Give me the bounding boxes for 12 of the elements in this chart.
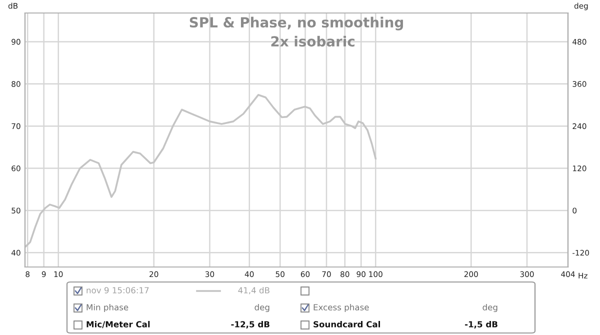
text: -12,5 dB (231, 320, 270, 328)
chart-title: SPL & Phase, no smoothing (190, 16, 403, 30)
text: Soundcard Cal (314, 320, 380, 328)
text: Mic/Meter Cal (86, 320, 150, 328)
text: deg (254, 304, 270, 312)
text: -1,5 dB (465, 320, 498, 328)
text: Excess phase (314, 304, 369, 312)
text: 41,4 dB (238, 286, 270, 294)
text: deg (482, 304, 498, 312)
text: nov 9 15:06:17 (86, 287, 149, 294)
text: Min phase (86, 304, 128, 312)
text: 2x isobaric (271, 36, 354, 47)
